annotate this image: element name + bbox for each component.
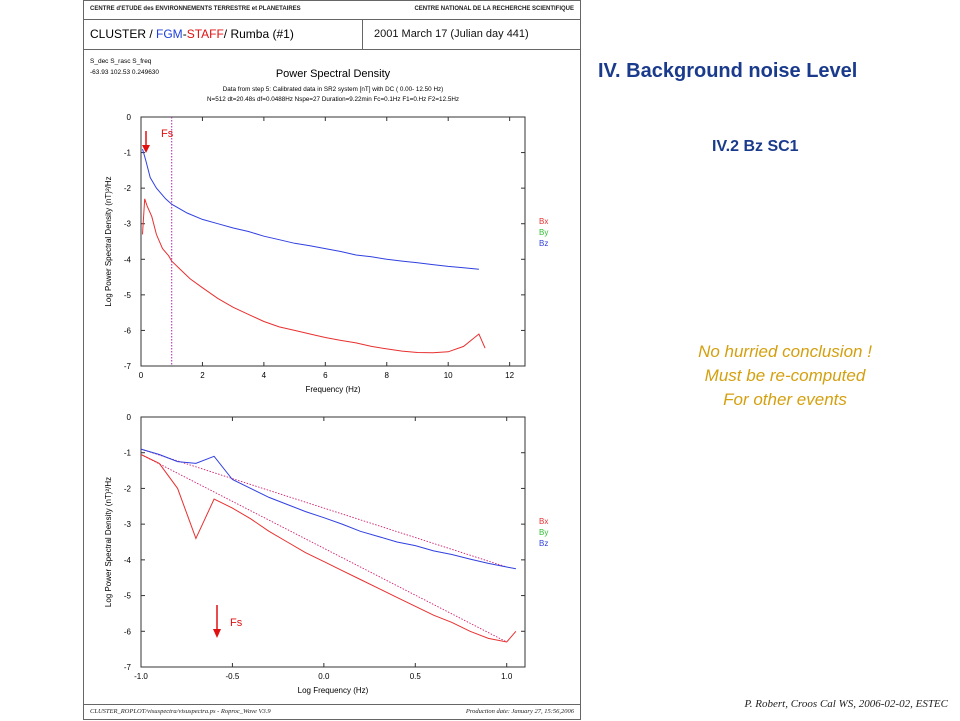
legend-by: By <box>539 528 548 537</box>
mission-part-dash: - <box>182 27 187 41</box>
legend-bz: Bz <box>539 539 548 548</box>
spectra-svg: S_dec S_rasc S_freq -63.93 102.53 0.2496… <box>90 58 548 695</box>
x-tick-label: -0.5 <box>226 672 240 681</box>
fs-arrow-head <box>213 629 221 638</box>
slide-title: IV. Background noise Level <box>598 60 858 82</box>
spectrum-plot-page: CENTRE d'ETUDE des ENVIRONNEMENTS TERRES… <box>83 0 581 720</box>
y-tick-label: -7 <box>124 362 132 371</box>
x-tick-label: 8 <box>385 371 390 380</box>
y-tick-label: -6 <box>124 627 132 636</box>
x-tick-label: 12 <box>505 371 514 380</box>
x-tick-label: 6 <box>323 371 328 380</box>
plot-frame-2 <box>140 416 526 668</box>
legend-bx: Bx <box>539 217 548 226</box>
x-axis-label: Log Frequency (Hz) <box>298 686 369 695</box>
y-tick-label: -3 <box>124 220 132 229</box>
mission-label: CLUSTER / FGM-STAFF/ Rumba (#1) <box>90 27 294 41</box>
x-tick-label: 4 <box>262 371 267 380</box>
x-axis-label: Frequency (Hz) <box>305 385 360 394</box>
y-tick-label: -1 <box>124 149 132 158</box>
chart-title: Power Spectral Density <box>276 68 391 80</box>
x-tick-label: 0 <box>139 371 144 380</box>
conclusion-note: No hurried conclusion ! Must be re-compu… <box>640 340 930 412</box>
legend-bx: Bx <box>539 517 548 526</box>
mission-part-1: CLUSTER / <box>90 27 157 41</box>
y-tick-label: -4 <box>124 255 132 264</box>
y-tick-label: -7 <box>124 663 132 672</box>
note-line-2: Must be re-computed <box>704 366 866 385</box>
param-values: -63.93 102.53 0.249630 <box>90 69 159 76</box>
y-tick-label: -3 <box>124 520 132 529</box>
series-bz-line <box>140 448 516 570</box>
note-line-1: No hurried conclusion ! <box>698 342 872 361</box>
plots-group: 0 -1 -2 -3 -4 -5 -6 -7 0 2 4 6 8 10 12 Frequency (Hz) Lo… <box>104 113 548 695</box>
y-tick-label: -5 <box>124 291 132 300</box>
y-tick-label: -6 <box>124 326 132 335</box>
y-tick-label: 0 <box>127 113 132 122</box>
y-axis-label: Log Power Spectral Density (nT)²/Hz <box>104 176 113 306</box>
author-credit: P. Robert, Croos Cal WS, 2006-02-02, EST… <box>744 698 948 710</box>
x-tick-label: -1.0 <box>134 672 148 681</box>
x-tick-label: 0.5 <box>410 672 422 681</box>
fs-label: Fs <box>230 617 243 629</box>
mission-part-rumba: / Rumba (#1) <box>223 27 294 41</box>
legend-by: By <box>539 228 548 237</box>
fit-line-bx <box>140 454 507 643</box>
y-tick-label: 0 <box>127 413 132 422</box>
footer-left: CLUSTER_ROPLOT/visuspectra/visuspectra.p… <box>90 708 271 715</box>
y-tick-label: -4 <box>124 556 132 565</box>
y-tick-label: -2 <box>124 484 132 493</box>
mission-part-staff: STAFF <box>186 27 224 41</box>
series-bz-line <box>142 148 479 270</box>
fit-line-bz <box>140 448 507 568</box>
institution-right: CENTRE NATIONAL DE LA RECHERCHE SCIENTIF… <box>414 6 574 12</box>
series-bx-line <box>142 198 486 354</box>
mission-header: CLUSTER / FGM-STAFF/ Rumba (#1) 2001 Mar… <box>84 19 580 50</box>
x-tick-label: 0.0 <box>318 672 330 681</box>
series-bx-line <box>140 454 517 643</box>
y-tick-label: -1 <box>124 449 132 458</box>
info-line-1: Data from step 5: Calibrated data in SR2… <box>223 86 443 93</box>
date-label: 2001 March 17 (Julian day 441) <box>374 28 529 40</box>
y-axis-label: Log Power Spectral Density (nT)²/Hz <box>104 477 113 607</box>
param-names: S_dec S_rasc S_freq <box>90 58 152 65</box>
legend-bz: Bz <box>539 239 548 248</box>
plot-frame-1 <box>140 116 526 367</box>
note-line-3: For other events <box>723 390 847 409</box>
institution-left: CENTRE d'ETUDE des ENVIRONNEMENTS TERRES… <box>90 6 301 12</box>
y-tick-label: -5 <box>124 592 132 601</box>
footer-right: Production date: January 27, 15:56,2006 <box>465 708 574 715</box>
fs-label: Fs <box>161 128 174 140</box>
slide-subtitle: IV.2 Bz SC1 <box>712 138 799 155</box>
header-divider <box>362 19 363 49</box>
info-line-2: N=512 dt=20.48s df=0.0488Hz Nspe=27 Dura… <box>207 96 459 103</box>
x-tick-label: 1.0 <box>501 672 513 681</box>
institution-header: CENTRE d'ETUDE des ENVIRONNEMENTS TERRES… <box>84 1 580 20</box>
fs-arrow-head <box>142 145 150 153</box>
x-tick-label: 10 <box>444 371 453 380</box>
mission-part-fgm: FGM <box>156 27 183 41</box>
x-tick-label: 2 <box>200 371 205 380</box>
y-tick-label: -2 <box>124 184 132 193</box>
plot-footer: CLUSTER_ROPLOT/visuspectra/visuspectra.p… <box>84 704 580 719</box>
